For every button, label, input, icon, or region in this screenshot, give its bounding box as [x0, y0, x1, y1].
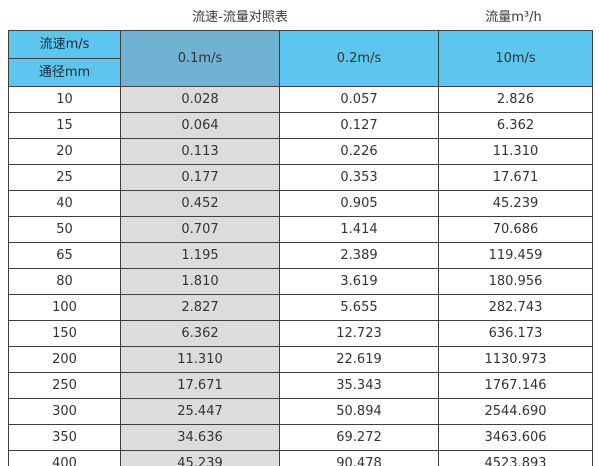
flow-value-cell: 0.113	[120, 138, 280, 165]
diameter-cell: 300	[8, 398, 121, 425]
page-title: 流速-流量对照表	[192, 10, 288, 25]
table-row: 300 25.447 50.894 2544.690	[8, 398, 593, 425]
velocity-column-header-2: 10m/s	[438, 30, 593, 87]
flow-value-cell: 3.619	[279, 268, 439, 295]
flow-value-cell: 50.894	[279, 398, 439, 425]
corner-velocity-label: 流速m/s	[9, 32, 120, 59]
flow-value-cell: 35.343	[279, 372, 439, 399]
flow-value-cell: 1.810	[120, 268, 280, 295]
table-row: 150 6.362 12.723 636.173	[8, 320, 593, 347]
flow-value-cell: 6.362	[120, 320, 280, 347]
diameter-cell: 65	[8, 242, 121, 269]
table-row: 200 11.310 22.619 1130.973	[8, 346, 593, 373]
flow-value-cell: 5.655	[279, 294, 439, 321]
flow-value-cell: 69.272	[279, 424, 439, 451]
corner-diameter-label: 通径mm	[38, 65, 91, 80]
header-row: 流速m/s 通径mm 0.1m/s 0.2m/s 10m/s	[8, 30, 593, 87]
flow-value-cell: 1.414	[279, 216, 439, 243]
flow-value-cell: 0.353	[279, 164, 439, 191]
flow-value-cell: 45.239	[438, 190, 593, 217]
flow-value-cell: 2.389	[279, 242, 439, 269]
table-row: 25 0.177 0.353 17.671	[8, 164, 593, 191]
diameter-cell: 15	[8, 112, 121, 139]
velocity-column-header-0: 0.1m/s	[120, 30, 280, 87]
flow-value-cell: 0.905	[279, 190, 439, 217]
table-row: 40 0.452 0.905 45.239	[8, 190, 593, 217]
diameter-cell: 100	[8, 294, 121, 321]
diameter-cell: 25	[8, 164, 121, 191]
flow-value-cell: 0.028	[120, 86, 280, 113]
table-row: 80 1.810 3.619 180.956	[8, 268, 593, 295]
table-row: 20 0.113 0.226 11.310	[8, 138, 593, 165]
flow-value-cell: 25.447	[120, 398, 280, 425]
table-row: 15 0.064 0.127 6.362	[8, 112, 593, 139]
table-row: 65 1.195 2.389 119.459	[8, 242, 593, 269]
flow-value-cell: 1.195	[120, 242, 280, 269]
flow-unit-label: 流量m³/h	[485, 10, 542, 25]
flow-value-cell: 0.226	[279, 138, 439, 165]
flow-value-cell: 17.671	[120, 372, 280, 399]
corner-header-cell: 流速m/s 通径mm	[8, 30, 121, 87]
flow-value-cell: 2.827	[120, 294, 280, 321]
diameter-cell: 40	[8, 190, 121, 217]
table-row: 50 0.707 1.414 70.686	[8, 216, 593, 243]
flow-value-cell: 3463.606	[438, 424, 593, 451]
flow-value-cell: 70.686	[438, 216, 593, 243]
flow-value-cell: 282.743	[438, 294, 593, 321]
flow-value-cell: 0.064	[120, 112, 280, 139]
flow-value-cell: 17.671	[438, 164, 593, 191]
flow-value-cell: 11.310	[120, 346, 280, 373]
flow-value-cell: 2544.690	[438, 398, 593, 425]
velocity-column-header-1: 0.2m/s	[279, 30, 439, 87]
diameter-cell: 150	[8, 320, 121, 347]
flow-value-cell: 0.452	[120, 190, 280, 217]
top-bar: 流速-流量对照表 流量m³/h	[0, 0, 600, 30]
flow-value-cell: 119.459	[438, 242, 593, 269]
flow-value-cell: 0.177	[120, 164, 280, 191]
flow-value-cell: 90.478	[279, 450, 439, 466]
diameter-cell: 80	[8, 268, 121, 295]
flow-value-cell: 4523.893	[438, 450, 593, 466]
flow-value-cell: 0.707	[120, 216, 280, 243]
table-row: 350 34.636 69.272 3463.606	[8, 424, 593, 451]
diameter-cell: 200	[8, 346, 121, 373]
diameter-cell: 250	[8, 372, 121, 399]
flow-value-cell: 6.362	[438, 112, 593, 139]
flow-value-cell: 180.956	[438, 268, 593, 295]
flow-value-cell: 34.636	[120, 424, 280, 451]
table-body: 10 0.028 0.057 2.826 15 0.064 0.127 6.362 20 0.11…	[8, 86, 593, 466]
flow-value-cell: 1130.973	[438, 346, 593, 373]
flow-value-cell: 636.173	[438, 320, 593, 347]
flow-value-cell: 0.127	[279, 112, 439, 139]
flow-rate-table: 流速m/s 通径mm 0.1m/s 0.2m/s 10m/s 10 0.028 0.…	[8, 30, 593, 466]
table-row: 10 0.028 0.057 2.826	[8, 86, 593, 113]
table-row: 250 17.671 35.343 1767.146	[8, 372, 593, 399]
diameter-cell: 10	[8, 86, 121, 113]
flow-value-cell: 11.310	[438, 138, 593, 165]
diameter-cell: 20	[8, 138, 121, 165]
diameter-cell: 400	[8, 450, 121, 466]
table-row: 100 2.827 5.655 282.743	[8, 294, 593, 321]
flow-value-cell: 1767.146	[438, 372, 593, 399]
flow-value-cell: 45.239	[120, 450, 280, 466]
flow-value-cell: 0.057	[279, 86, 439, 113]
flow-value-cell: 12.723	[279, 320, 439, 347]
flow-value-cell: 22.619	[279, 346, 439, 373]
table-row: 400 45.239 90.478 4523.893	[8, 450, 593, 466]
diameter-cell: 350	[8, 424, 121, 451]
diameter-cell: 50	[8, 216, 121, 243]
flow-value-cell: 2.826	[438, 86, 593, 113]
table-header: 流速m/s 通径mm 0.1m/s 0.2m/s 10m/s	[8, 30, 593, 87]
